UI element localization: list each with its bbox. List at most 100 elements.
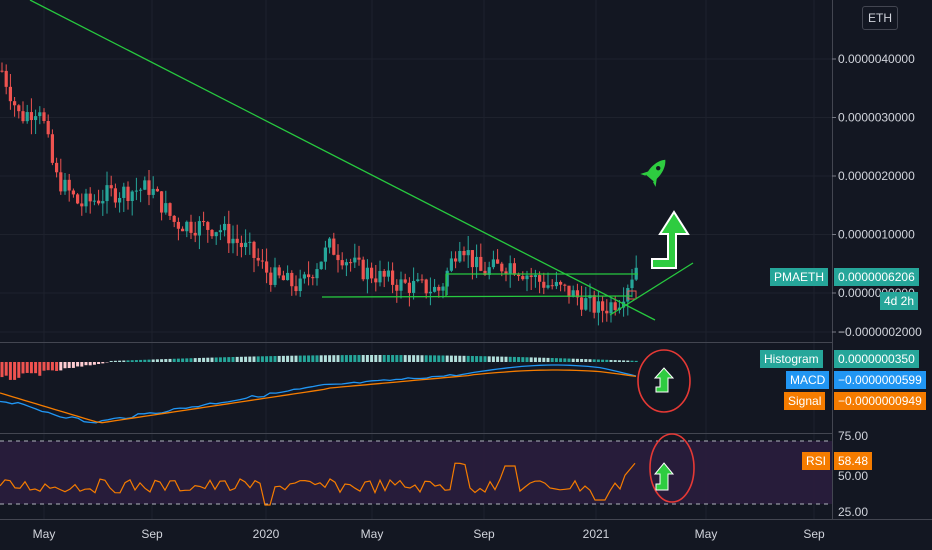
candle-body <box>470 250 474 268</box>
candle-body <box>101 201 105 204</box>
histogram-bar <box>34 362 38 374</box>
candle-body <box>126 186 130 202</box>
candle-body <box>386 270 390 277</box>
histogram-bar <box>46 362 50 371</box>
rsi-tick-label: 50.00 <box>838 469 868 483</box>
candle-body <box>176 221 180 229</box>
histogram-bar <box>227 357 231 362</box>
histogram-bar <box>521 357 525 362</box>
candle-body <box>458 251 462 262</box>
histogram-bar <box>370 355 374 362</box>
histogram-bar <box>588 359 592 362</box>
candle-body <box>361 259 365 280</box>
histogram-bar <box>365 355 369 362</box>
candle-body <box>315 269 319 279</box>
breakout-line[interactable] <box>609 262 694 316</box>
histogram-bar <box>386 355 390 362</box>
histogram-bar <box>323 355 327 362</box>
histogram-bar <box>189 358 193 362</box>
histogram-bar <box>449 355 453 362</box>
candle-body <box>525 275 529 280</box>
candle-body <box>563 284 567 286</box>
histogram-bar <box>92 362 96 365</box>
up-arrow-icon <box>651 210 690 269</box>
histogram-bar <box>302 355 306 362</box>
currency-toggle-button[interactable]: ETH <box>862 6 898 30</box>
candle-body <box>286 272 290 281</box>
histogram-bar <box>8 362 12 380</box>
time-tick-label: 2020 <box>253 527 280 541</box>
histogram-bar <box>458 355 462 362</box>
candle-body <box>88 193 92 202</box>
histogram-bar <box>97 362 101 365</box>
candle-body <box>206 222 210 230</box>
histogram-bar <box>231 357 235 362</box>
candle-body <box>290 272 294 287</box>
candle-body <box>437 286 441 291</box>
gridlines <box>0 0 832 519</box>
histogram-bar <box>147 359 151 362</box>
histogram-bar <box>592 359 596 362</box>
histogram-bar <box>533 357 537 362</box>
histogram-bar <box>517 357 521 362</box>
candle-body <box>454 258 458 262</box>
histogram-bar <box>281 355 285 362</box>
support-line[interactable] <box>321 295 633 298</box>
histogram-bar <box>496 356 500 362</box>
candle-body <box>311 277 315 279</box>
candle-body <box>92 200 96 202</box>
histogram-bar <box>134 360 138 362</box>
candle-body <box>281 275 285 281</box>
candle-body <box>441 286 445 291</box>
candle-body <box>235 238 239 243</box>
candle-body <box>424 279 428 294</box>
histogram-bar <box>84 362 88 366</box>
histogram-bar <box>554 358 558 362</box>
candle-body <box>403 279 407 283</box>
histogram-bar <box>403 355 407 362</box>
candle-body <box>571 290 575 298</box>
price-tick-label: −0.0000002000 <box>838 325 922 339</box>
candle-body <box>29 112 33 121</box>
candle-body <box>575 290 579 298</box>
histogram-bar <box>399 355 403 362</box>
candle-body <box>97 200 101 204</box>
histogram-bar <box>118 360 122 362</box>
candle-body <box>378 270 382 283</box>
histogram-bar <box>151 359 155 362</box>
price-tick-label: 0.0000040000 <box>838 52 915 66</box>
histogram-bar <box>122 360 126 362</box>
histogram-bar <box>395 355 399 362</box>
candle-body <box>420 279 424 281</box>
histogram-bar <box>466 355 470 362</box>
candle-body <box>155 188 159 192</box>
histogram-bar <box>353 355 357 362</box>
histogram-bar <box>332 355 336 362</box>
histogram-bar <box>500 356 504 362</box>
candle-body <box>134 190 138 192</box>
rocket-icon <box>640 159 666 187</box>
histogram-bar <box>412 355 416 362</box>
candle-body <box>496 259 500 264</box>
price-tick-label: 0.0000020000 <box>838 169 915 183</box>
histogram-bar <box>382 355 386 362</box>
signal-line <box>0 369 637 424</box>
histogram-bar <box>277 355 281 362</box>
candle-body <box>130 191 134 202</box>
candle-body <box>428 291 432 294</box>
candle-body <box>344 262 348 266</box>
candle-body <box>487 267 491 275</box>
time-tick-label: 2021 <box>583 527 610 541</box>
histogram-bar <box>319 355 323 362</box>
histogram-bar <box>286 355 290 362</box>
candle-body <box>80 203 84 207</box>
histogram-bar <box>298 355 302 362</box>
candle-body <box>567 285 571 298</box>
downtrend-line[interactable] <box>29 0 656 321</box>
histogram-bar <box>529 357 533 362</box>
histogram-bar <box>571 358 575 362</box>
candle-body <box>298 278 302 292</box>
histogram-bar <box>42 362 46 371</box>
histogram-bar <box>357 355 361 362</box>
